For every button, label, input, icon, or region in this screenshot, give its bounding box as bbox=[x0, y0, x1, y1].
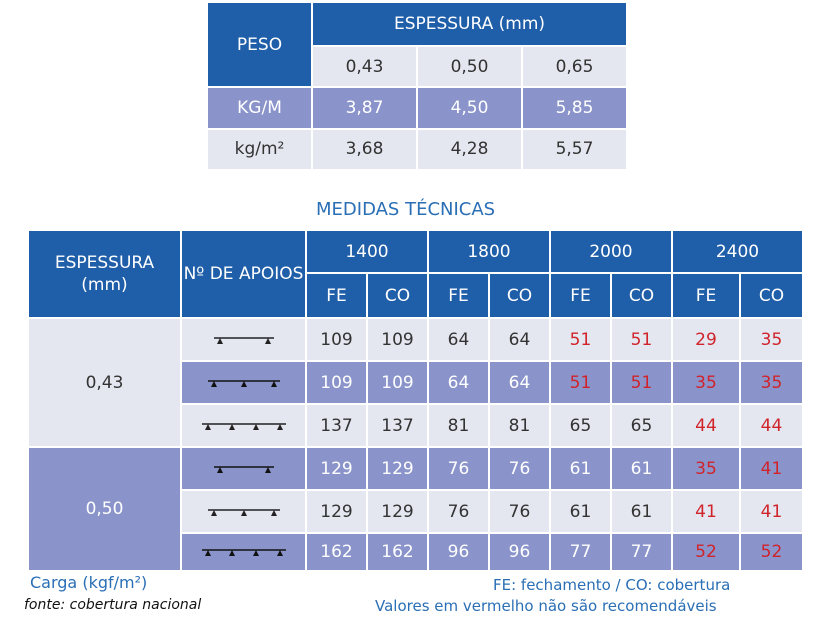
value-cell: 35 bbox=[672, 447, 740, 490]
value-cell: 162 bbox=[306, 533, 367, 571]
value-cell: 52 bbox=[672, 533, 740, 571]
value-cell: 65 bbox=[550, 404, 611, 447]
value-cell: 5,85 bbox=[522, 87, 627, 129]
value-cell: 109 bbox=[367, 318, 428, 361]
value-cell: 109 bbox=[306, 318, 367, 361]
value-cell: 109 bbox=[306, 361, 367, 404]
value-cell: 96 bbox=[489, 533, 550, 571]
value-cell: 61 bbox=[550, 490, 611, 533]
value-cell: 29 bbox=[672, 318, 740, 361]
value-cell: 76 bbox=[489, 447, 550, 490]
value-cell: 41 bbox=[740, 447, 803, 490]
value-cell: 61 bbox=[611, 447, 672, 490]
sub-header: CO bbox=[740, 273, 803, 318]
thickness-cell: 0,43 bbox=[312, 46, 417, 87]
value-cell: 64 bbox=[428, 361, 489, 404]
value-cell: 61 bbox=[550, 447, 611, 490]
sub-header: FE bbox=[550, 273, 611, 318]
supports-cell bbox=[181, 533, 306, 571]
value-cell: 129 bbox=[306, 490, 367, 533]
sub-header: CO bbox=[611, 273, 672, 318]
value-cell: 4,50 bbox=[417, 87, 522, 129]
sub-header: CO bbox=[489, 273, 550, 318]
value-cell: 51 bbox=[611, 361, 672, 404]
value-cell: 129 bbox=[367, 490, 428, 533]
span-header: 1800 bbox=[428, 230, 550, 273]
value-cell: 81 bbox=[489, 404, 550, 447]
supports-cell bbox=[181, 404, 306, 447]
span-header: 1400 bbox=[306, 230, 428, 273]
span-header: 2400 bbox=[672, 230, 803, 273]
section-title: MEDIDAS TÉCNICAS bbox=[316, 199, 496, 220]
thickness-cell: 0,65 bbox=[522, 46, 627, 87]
sub-header: FE bbox=[672, 273, 740, 318]
supports-cell bbox=[181, 318, 306, 361]
sub-header: FE bbox=[306, 273, 367, 318]
support-icon bbox=[207, 379, 280, 387]
value-cell: 64 bbox=[489, 318, 550, 361]
support-icon bbox=[201, 549, 286, 556]
support-icon bbox=[213, 465, 274, 473]
legend-label: FE: fechamento / CO: cobertura bbox=[493, 576, 731, 594]
value-cell: 129 bbox=[306, 447, 367, 490]
value-cell: 44 bbox=[740, 404, 803, 447]
supports-cell bbox=[181, 490, 306, 533]
value-cell: 76 bbox=[428, 490, 489, 533]
value-cell: 51 bbox=[550, 318, 611, 361]
value-cell: 51 bbox=[611, 318, 672, 361]
value-cell: 96 bbox=[428, 533, 489, 571]
load-label: Carga (kgf/m²) bbox=[30, 573, 148, 592]
value-cell: 81 bbox=[428, 404, 489, 447]
value-cell: 3,68 bbox=[312, 128, 417, 170]
support-icon bbox=[207, 508, 280, 516]
value-cell: 35 bbox=[672, 361, 740, 404]
support-icon bbox=[201, 422, 286, 430]
value-cell: 4,28 bbox=[417, 128, 522, 170]
value-cell: 76 bbox=[428, 447, 489, 490]
thickness-cell: 0,50 bbox=[28, 447, 181, 571]
value-cell: 52 bbox=[740, 533, 803, 571]
value-cell: 137 bbox=[367, 404, 428, 447]
value-cell: 41 bbox=[672, 490, 740, 533]
thickness-cell: 0,50 bbox=[417, 46, 522, 87]
value-cell: 41 bbox=[740, 490, 803, 533]
value-cell: 76 bbox=[489, 490, 550, 533]
support-icon bbox=[213, 336, 274, 344]
value-cell: 65 bbox=[611, 404, 672, 447]
value-cell: 109 bbox=[367, 361, 428, 404]
thickness-cell: 0,43 bbox=[28, 318, 181, 447]
value-cell: 35 bbox=[740, 361, 803, 404]
value-cell: 137 bbox=[306, 404, 367, 447]
value-cell: 35 bbox=[740, 318, 803, 361]
span-header: 2000 bbox=[550, 230, 672, 273]
value-cell: 77 bbox=[611, 533, 672, 571]
value-cell: 64 bbox=[428, 318, 489, 361]
note-label: Valores em vermelho não são recomendávei… bbox=[375, 597, 717, 615]
sub-header: CO bbox=[367, 273, 428, 318]
value-cell: 64 bbox=[489, 361, 550, 404]
value-cell: 77 bbox=[550, 533, 611, 571]
value-cell: 3,87 bbox=[312, 87, 417, 129]
header-cell: Nº DE APOIOS bbox=[181, 230, 306, 318]
sub-header: FE bbox=[428, 273, 489, 318]
value-cell: 162 bbox=[367, 533, 428, 571]
value-cell: 44 bbox=[672, 404, 740, 447]
value-cell: 129 bbox=[367, 447, 428, 490]
value-cell: 5,57 bbox=[522, 128, 627, 170]
row-label: KG/M bbox=[207, 87, 312, 129]
corner-cell: PESO bbox=[207, 2, 312, 87]
value-cell: 51 bbox=[550, 361, 611, 404]
header-cell: ESPESSURA (mm) bbox=[28, 230, 181, 318]
header-cell: ESPESSURA (mm) bbox=[312, 2, 627, 46]
value-cell: 61 bbox=[611, 490, 672, 533]
supports-cell bbox=[181, 361, 306, 404]
row-label: kg/m² bbox=[207, 128, 312, 170]
supports-cell bbox=[181, 447, 306, 490]
source-label: fonte: cobertura nacional bbox=[24, 597, 202, 613]
